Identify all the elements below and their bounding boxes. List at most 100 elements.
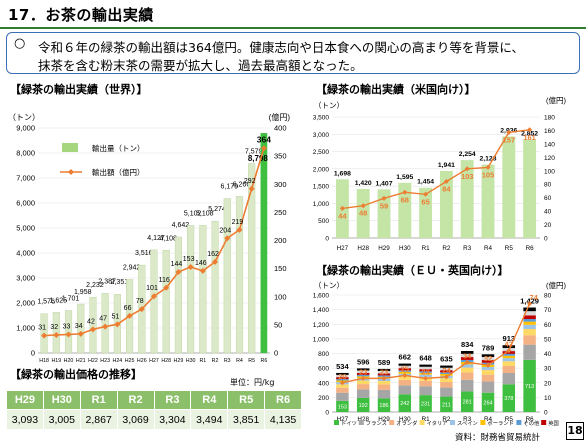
eu-bar-segment bbox=[440, 378, 453, 382]
eu-bar-segment bbox=[377, 373, 391, 376]
world-volume-label: 1,625 bbox=[50, 297, 68, 304]
eu-bar-segment bbox=[356, 380, 370, 385]
world-value-point bbox=[114, 321, 121, 328]
eu-total-label: 648 bbox=[419, 354, 432, 363]
price-value: 3,069 bbox=[116, 409, 155, 430]
eu-bar-segment bbox=[523, 335, 536, 345]
us-y2tick: 100 bbox=[544, 168, 555, 175]
eu-germany-label: 378 bbox=[504, 396, 513, 402]
us-value-point bbox=[506, 129, 512, 135]
eu-bar-segment bbox=[356, 374, 370, 377]
world-volume-label: 5,108 bbox=[196, 210, 214, 217]
world-bar bbox=[235, 196, 244, 354]
eu-bar-segment bbox=[481, 370, 495, 375]
world-volume-label: 4,108 bbox=[159, 235, 177, 242]
world-volume-label: 5,274 bbox=[208, 206, 226, 213]
eu-bar-germany bbox=[460, 391, 474, 412]
eu-bar-segment bbox=[460, 367, 474, 373]
eu-value-point bbox=[402, 372, 408, 378]
eu-legend-label: ポーランド bbox=[487, 419, 514, 427]
us-volume-label: 1,941 bbox=[438, 162, 455, 169]
world-value-point bbox=[65, 331, 72, 338]
world-volume-label: 1,701 bbox=[62, 295, 80, 302]
us-value-label: 157 bbox=[503, 135, 516, 144]
eu-xtick: H30 bbox=[399, 416, 411, 423]
world-legend-label: 輸出量（トン） bbox=[92, 143, 145, 153]
eu-bar-segment bbox=[398, 370, 412, 372]
world-value-point bbox=[89, 326, 96, 333]
world-ytick: 1,000 bbox=[16, 324, 35, 333]
eu-bar-segment bbox=[440, 372, 453, 374]
eu-xtick: R2 bbox=[442, 416, 451, 423]
world-value-label: 116 bbox=[159, 277, 170, 284]
us-ytick: 2,000 bbox=[313, 166, 330, 173]
eu-bar-segment bbox=[336, 372, 349, 375]
world-left-unit: （トン） bbox=[8, 113, 40, 122]
eu-bar-segment bbox=[419, 369, 432, 372]
us-bar bbox=[481, 164, 495, 238]
us-y2tick: 140 bbox=[544, 141, 555, 148]
world-ytick: 3,000 bbox=[16, 274, 35, 283]
eu-bar-segment bbox=[398, 371, 412, 374]
eu-value-label: 74 bbox=[529, 293, 538, 302]
eu-y2tick: 50 bbox=[544, 336, 552, 343]
eu-xtick: R5 bbox=[505, 416, 514, 423]
world-value-point bbox=[126, 312, 133, 319]
eu-ytick: 0 bbox=[325, 410, 329, 417]
eu-y2tick: 0 bbox=[544, 410, 548, 417]
us-value-point bbox=[402, 189, 408, 195]
world-y2tick: 200 bbox=[274, 236, 287, 245]
world-value-point bbox=[236, 226, 243, 233]
us-y2tick: 20 bbox=[544, 222, 552, 229]
eu-value-label: 25 bbox=[401, 364, 409, 373]
eu-legend-label: その他 bbox=[523, 419, 540, 427]
eu-ytick: 1,200 bbox=[313, 322, 330, 329]
price-header: H30 bbox=[42, 390, 81, 410]
world-y2tick: 0 bbox=[274, 349, 278, 358]
world-bar bbox=[260, 133, 268, 353]
world-volume-label: 8,798 bbox=[248, 154, 269, 163]
us-y2tick: 180 bbox=[544, 115, 555, 122]
eu-legend-swatch bbox=[358, 420, 364, 425]
eu-bar-segment bbox=[419, 371, 432, 373]
eu-bar-segment bbox=[398, 376, 412, 380]
eu-germany-label: 281 bbox=[463, 400, 472, 406]
source-note: 資料：財務省貿易統計 bbox=[455, 433, 541, 443]
eu-bar-segment bbox=[460, 357, 474, 360]
world-volume-label: 1,958 bbox=[74, 289, 92, 296]
eu-left-unit: （トン） bbox=[314, 281, 344, 290]
world-xtick: R1 bbox=[199, 358, 206, 364]
world-bar bbox=[162, 250, 170, 354]
price-value: 3,851 bbox=[227, 409, 266, 430]
eu-bar-segment bbox=[502, 358, 516, 362]
eu-bar-segment bbox=[398, 379, 412, 386]
eu-germany-label: 192 bbox=[359, 403, 368, 409]
us-value-point bbox=[423, 191, 429, 197]
world-xtick: R4 bbox=[236, 358, 243, 364]
us-xtick: H30 bbox=[399, 245, 411, 252]
world-bar bbox=[248, 163, 256, 354]
eu-bar-segment bbox=[336, 384, 349, 388]
eu-bar-germany bbox=[377, 398, 391, 412]
world-xtick: H26 bbox=[137, 358, 147, 364]
eu-legend-label: フランス bbox=[366, 420, 387, 427]
eu-y2tick: 10 bbox=[544, 395, 552, 402]
world-value-point bbox=[41, 332, 48, 339]
us-y2tick: 120 bbox=[544, 155, 555, 162]
world-ytick: 7,000 bbox=[16, 174, 35, 183]
world-volume-label: 2,942 bbox=[123, 264, 141, 271]
eu-legend-label: イタリア bbox=[427, 419, 448, 427]
eu-bar-segment bbox=[419, 372, 432, 375]
us-ytick: 1,500 bbox=[313, 184, 330, 191]
world-y2tick: 50 bbox=[274, 320, 282, 329]
world-value-label: 146 bbox=[195, 260, 207, 267]
price-header: R5 bbox=[227, 390, 266, 410]
world-value-label: 66 bbox=[124, 305, 132, 312]
world-value-point bbox=[212, 258, 219, 265]
eu-bar-segment bbox=[502, 345, 516, 348]
eu-legend-label: ドイツ bbox=[341, 421, 357, 427]
eu-bar-segment bbox=[523, 321, 536, 325]
world-ytick: 2,000 bbox=[16, 299, 35, 308]
world-right-unit: (億円) bbox=[269, 112, 291, 122]
eu-xtick: R1 bbox=[422, 416, 431, 423]
